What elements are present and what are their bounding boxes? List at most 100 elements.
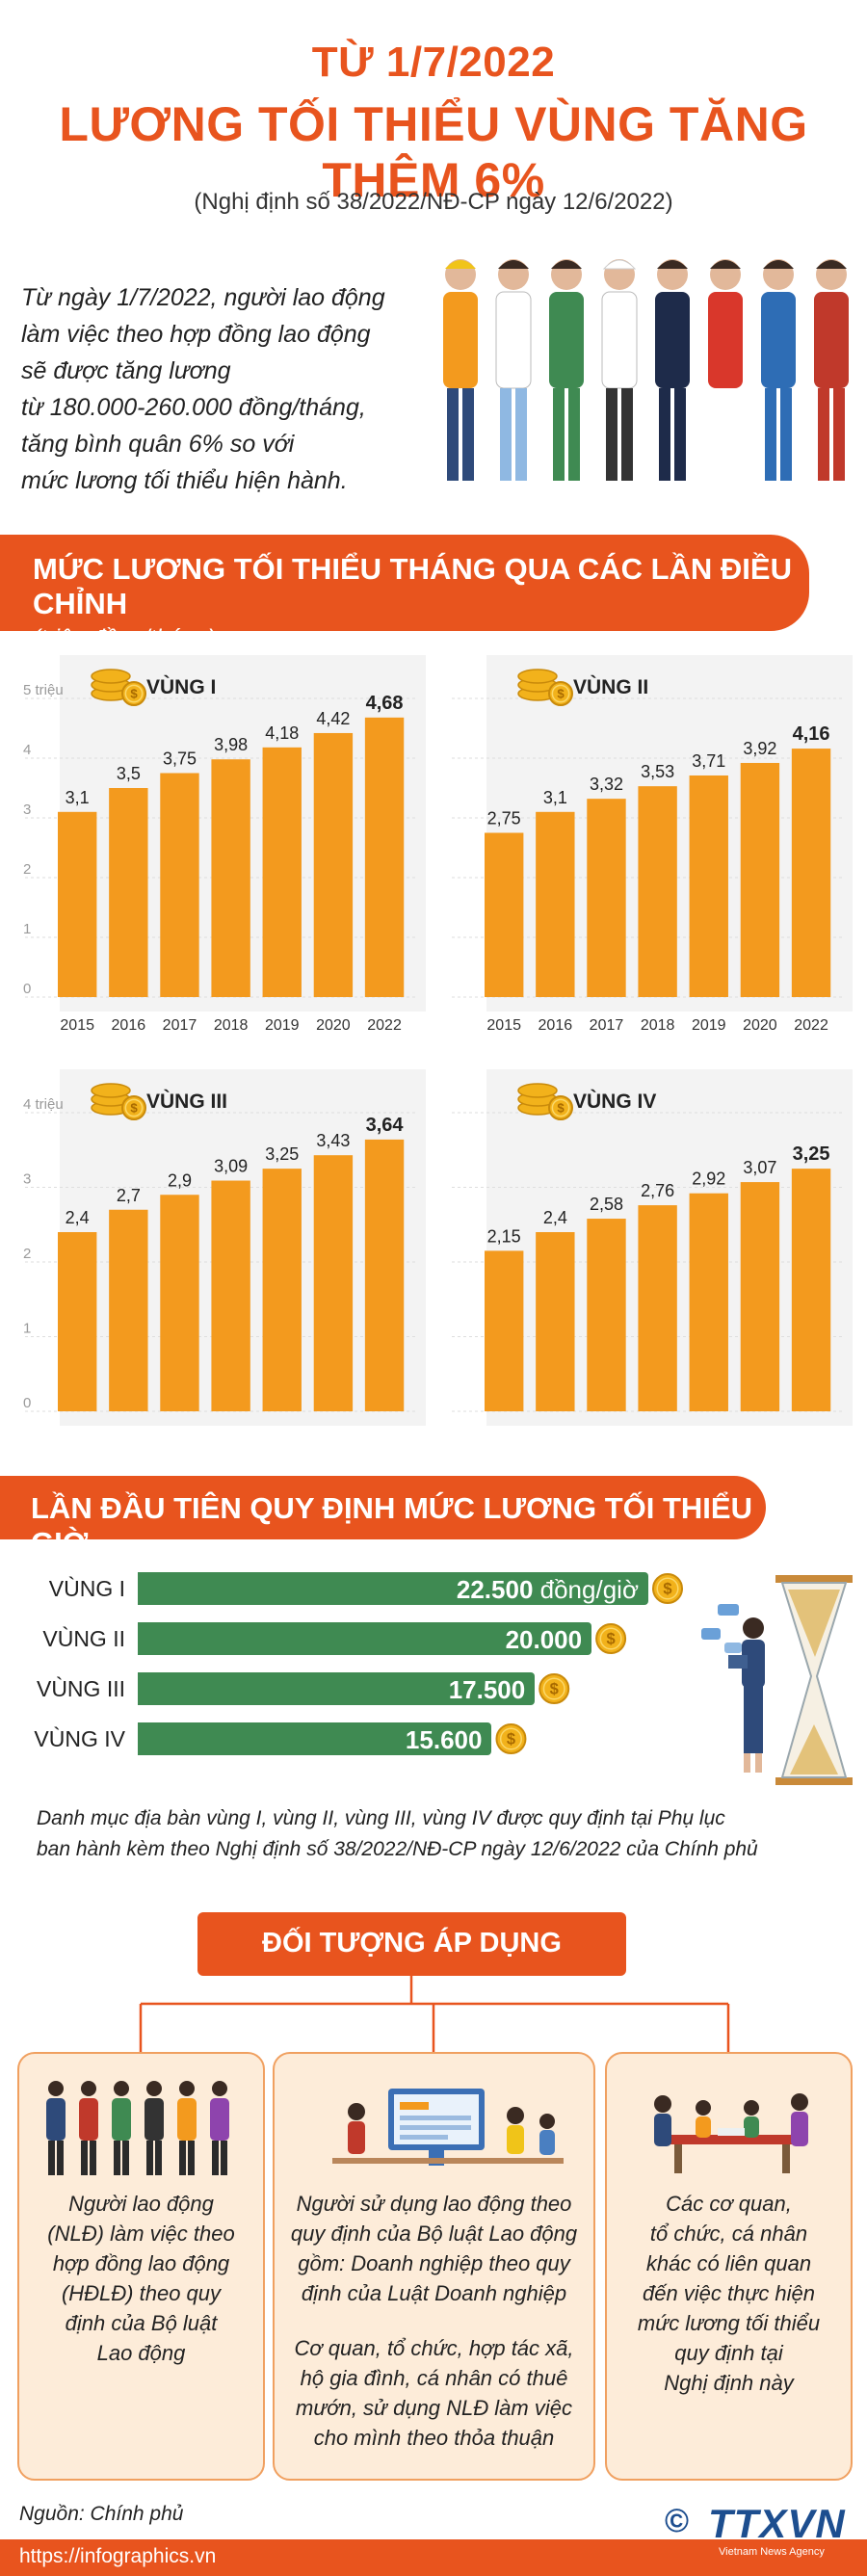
data-label: 2,58 [590,1195,623,1214]
intro-line: Từ ngày 1/7/2022, người lao động [21,284,385,311]
employee-figure [144,2081,164,2175]
worker-figure [443,259,478,481]
bar [109,788,148,997]
section-monthly-wage-title: MỨC LƯƠNG TỐI THIỂU THÁNG QUA CÁC LẦN ĐI… [33,552,792,620]
title-line-1: TỪ 1/7/2022 [311,39,556,86]
x-tick-label: 2015 [60,1017,94,1034]
chart-title: VÙNG II [573,675,648,698]
y-tick-label: 1 [23,921,31,937]
card-line: định của Luật Doanh nghiệp [301,2281,567,2305]
data-label: 2,9 [168,1170,192,1190]
hourly-row-label: VÙNG III [36,1676,125,1701]
bar [536,811,575,997]
data-label: 4,68 [366,693,404,714]
data-label: 3,43 [316,1131,350,1150]
svg-text:$: $ [550,1681,559,1698]
card-employees: Người lao động (NLĐ) làm việc theo hợp đ… [17,2052,265,2481]
data-label: 2,4 [66,1208,90,1227]
card-line: gồm: Doanh nghiệp theo quy [298,2251,570,2275]
x-tick-label: 2017 [163,1017,197,1034]
data-label: 3,25 [265,1144,299,1164]
card-employers-text-b: Cơ quan, tổ chức, hợp tác xã, hộ gia đìn… [275,2333,593,2453]
bar [58,811,97,997]
bar-chart-svg: 0 1 2 3 4 5 triệu 3,1 2015 3,5 2016 3,75 2017 3,98 20… [23,655,426,1034]
y-tick-label: 3 [23,802,31,818]
agency-name: Vietnam News Agency [719,2546,825,2558]
meeting-illustration [654,2093,808,2173]
card-line: mức lương tối thiểu [637,2311,821,2335]
data-label: 4,16 [793,723,830,745]
data-label: 2,15 [487,1226,521,1246]
bar [211,759,250,997]
data-label: 3,09 [214,1157,248,1176]
data-label: 2,76 [641,1181,674,1200]
data-label: 2,92 [692,1170,725,1189]
bar [740,762,780,997]
bar [638,1205,677,1411]
card-other-agencies: Các cơ quan, tổ chức, cá nhân khác có li… [605,2052,853,2481]
section-monthly-wage-unit: (triệu đồng/tháng) [33,625,216,651]
applicable-subjects-title: ĐỐI TƯỢNG ÁP DỤNG [197,1912,626,1976]
x-tick-label: 2016 [539,1017,573,1034]
chart-region-1: 0 1 2 3 4 5 triệu 3,1 2015 3,5 2016 3,75 2017 3,98 20… [12,655,426,1040]
data-label: 3,92 [743,739,776,758]
coin-icon: $ [652,1573,683,1604]
card-line: hợp đồng lao động [52,2251,230,2275]
bar [689,1193,728,1411]
bar [638,786,677,997]
coin-stack-icon: $ [517,1083,573,1120]
hourglass-businesswoman-illustration [701,1575,853,1785]
connector-lines [139,1975,730,2052]
intro-line: tăng bình quân 6% so với [21,431,295,458]
hourly-row-value: 15.600 [405,1725,483,1754]
x-tick-label: 2020 [316,1017,351,1034]
data-label: 4,42 [316,709,350,728]
note-line: Danh mục địa bàn vùng I, vùng II, vùng I… [37,1807,725,1829]
bar [485,832,524,997]
data-label: 3,98 [214,735,248,754]
card-line: Các cơ quan, [666,2192,792,2216]
chart-title: VÙNG IV [573,1090,656,1113]
y-tick-label: 0 [23,981,31,997]
bar [536,1232,575,1411]
hourly-row-bar: 17.500 [138,1672,536,1705]
card-line: định của Bộ luật [65,2311,218,2335]
hourly-row-bar: 15.600 [138,1722,492,1755]
hourly-row-bar: 22.500 đồng/giờ [138,1572,648,1605]
employers-illustration [332,2089,564,2166]
x-tick-label: 2022 [367,1017,402,1034]
card-line: Cơ quan, tổ chức, hợp tác xã, [294,2336,574,2360]
y-tick-label: 1 [23,1321,31,1337]
x-tick-label: 2020 [743,1017,777,1034]
employee-figure [79,2081,98,2175]
copyright-icon: © [665,2503,690,2539]
bar [587,799,626,997]
hourly-row-value: 17.500 [448,1675,526,1704]
bar [160,1195,199,1411]
chart-title: VÙNG I [146,675,216,698]
worker-figure [601,259,638,481]
data-label: 3,1 [543,788,567,807]
card-line: Người lao động [68,2192,214,2216]
coin-stack-icon: $ [91,669,146,706]
y-tick-label: 2 [23,861,31,878]
coin-icon: $ [121,681,146,706]
bar [740,1182,780,1411]
y-tick-label: 4 [23,742,31,758]
x-tick-label: 2017 [590,1017,624,1034]
bar [262,747,302,997]
data-label: 3,64 [366,1115,405,1136]
svg-text:$: $ [507,1731,515,1748]
card-line: cho mình theo thỏa thuận [313,2426,555,2450]
hourly-row-value: 20.000 [505,1625,583,1654]
x-tick-label: 2019 [692,1017,726,1034]
data-label: 3,32 [590,775,623,794]
workers-illustration [443,259,849,481]
y-tick-label: 3 [23,1171,31,1188]
hourly-row-bar: 20.000 [138,1622,592,1655]
chart-region-4: 2,15 2,4 2,58 2,76 2,92 3,07 3,25 $ VÙNG IV [438,1069,853,1455]
y-tick-label: 0 [23,1395,31,1411]
coin-icon: $ [595,1623,627,1654]
footer-url-link[interactable]: https://infographics.vn [19,2545,217,2567]
employees-illustration [46,2081,229,2175]
